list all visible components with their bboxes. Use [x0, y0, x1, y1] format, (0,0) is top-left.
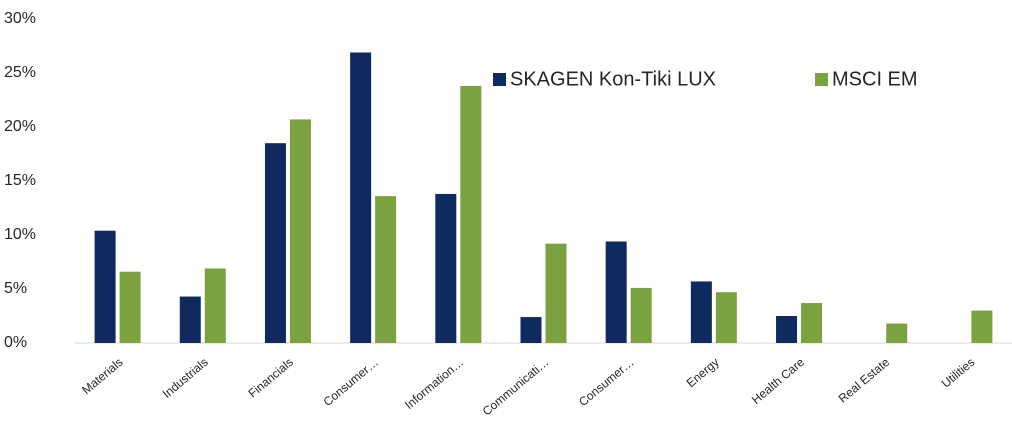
bar — [460, 85, 482, 344]
bar — [94, 230, 116, 343]
x-tick-label: Information… — [402, 355, 466, 412]
x-tick-label: Consumer… — [576, 355, 637, 409]
bar — [264, 143, 286, 343]
x-tick-label: Consumer… — [321, 355, 382, 409]
legend-label: MSCI EM — [832, 68, 918, 90]
bar — [971, 310, 993, 343]
bar — [776, 316, 798, 343]
y-tick-label: 15% — [4, 172, 36, 189]
y-tick-label: 10% — [4, 226, 36, 243]
bar — [375, 196, 397, 343]
legend-label: SKAGEN Kon-Tiki LUX — [510, 68, 716, 90]
y-tick-label: 20% — [4, 118, 36, 135]
x-tick-label: Materials — [79, 355, 125, 397]
bar — [545, 243, 567, 343]
bar — [289, 119, 311, 343]
bar — [520, 317, 542, 343]
y-tick-label: 5% — [4, 280, 27, 297]
bar — [204, 268, 226, 343]
bar — [715, 292, 737, 343]
y-tick-label: 0% — [4, 334, 27, 351]
bar — [630, 287, 652, 343]
bar — [801, 303, 823, 343]
legend-swatch — [493, 73, 506, 86]
x-tick-label: Energy — [684, 355, 722, 390]
y-tick-label: 30% — [4, 10, 36, 27]
x-tick-label: Industrials — [160, 355, 211, 401]
bar — [179, 296, 201, 343]
bar — [350, 52, 372, 343]
bar — [886, 323, 908, 343]
x-tick-label: Health Care — [749, 355, 807, 407]
x-tick-label: Communicati… — [480, 355, 552, 418]
bar — [605, 241, 627, 343]
bar — [690, 281, 712, 343]
bar — [435, 193, 457, 343]
legend-swatch — [815, 73, 828, 86]
x-tick-label: Utilities — [939, 355, 978, 391]
x-tick-label: Financials — [246, 355, 296, 400]
bar — [119, 271, 141, 343]
y-tick-label: 25% — [4, 64, 36, 81]
x-tick-label: Real Estate — [836, 355, 893, 406]
